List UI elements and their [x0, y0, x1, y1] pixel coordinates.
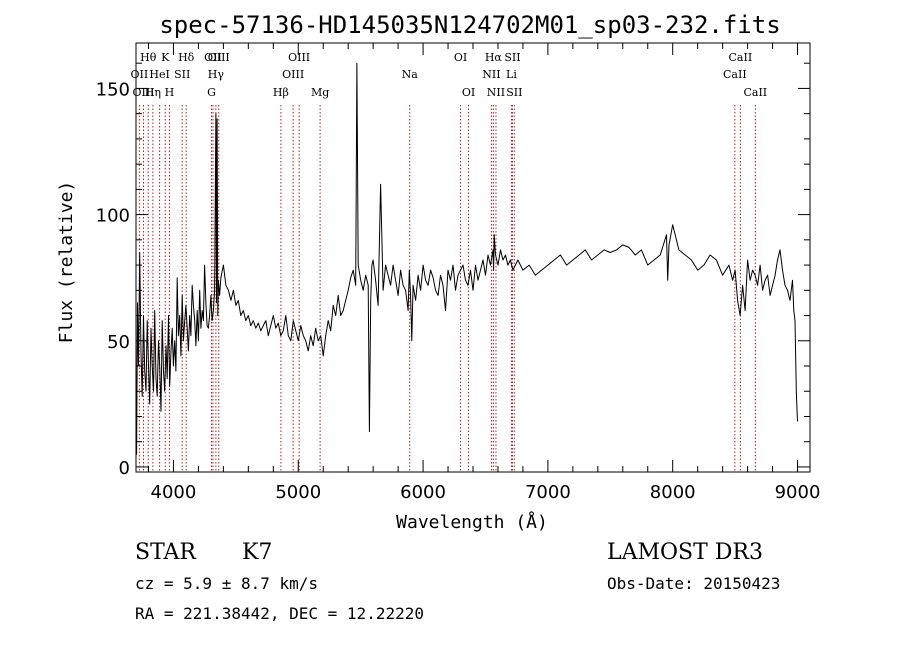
- survey-name: LAMOST DR3: [607, 540, 763, 565]
- y-tick-label: 150: [96, 79, 130, 100]
- x-tick-label: 4000: [151, 482, 197, 503]
- line-marker-label: OIII: [132, 86, 154, 99]
- object-subclass: K7: [242, 540, 273, 565]
- line-marker-label: Hα: [485, 51, 503, 64]
- line-marker-label: SII: [174, 68, 190, 81]
- observation-date: Obs-Date: 20150423: [607, 574, 781, 593]
- line-marker-label: Hη: [145, 86, 161, 99]
- y-tick-label: 50: [107, 332, 130, 353]
- x-tick-label: 6000: [400, 482, 446, 503]
- line-marker-label: CaII: [729, 51, 753, 64]
- object-class: STAR: [135, 540, 196, 565]
- line-marker-label: SII: [506, 86, 522, 99]
- line-marker-label: Na: [402, 68, 419, 81]
- axes: 4000 5000 6000 7000 8000 9000 0 50 100 150: [96, 42, 821, 503]
- line-marker-label: OII: [204, 51, 222, 64]
- line-marker-label: Li: [506, 68, 517, 81]
- y-tick-label: 0: [119, 458, 130, 479]
- line-marker-label: SII: [504, 51, 520, 64]
- x-tick-label: 9000: [775, 482, 821, 503]
- line-marker-label: Hβ: [273, 86, 289, 99]
- line-marker-label: NII: [482, 68, 500, 81]
- line-marker-label: OII: [131, 68, 149, 81]
- x-tick-label: 5000: [275, 482, 321, 503]
- line-marker-label: OI: [454, 51, 467, 64]
- line-marker-label: Hδ: [178, 51, 195, 64]
- line-marker-label: OIII: [208, 51, 230, 64]
- spectrum-series: [135, 62, 798, 455]
- line-marker-label: OIII: [288, 51, 310, 64]
- redshift-cz: cz = 5.9 ± 8.7 km/s: [135, 574, 319, 593]
- chart-title: spec-57136-HD145035N124702M01_sp03-232.f…: [159, 11, 780, 39]
- x-tick-label: 7000: [525, 482, 571, 503]
- line-marker-label: Hθ: [140, 51, 157, 64]
- coordinates: RA = 221.38442, DEC = 12.22220: [135, 604, 424, 623]
- line-marker-label: G: [207, 86, 216, 99]
- line-marker-label: OI: [462, 86, 475, 99]
- line-marker-label: CaII: [723, 68, 747, 81]
- x-axis-label: Wavelength (Å): [396, 511, 548, 533]
- y-axis-label: Flux (relative): [56, 181, 77, 344]
- line-marker-label: CaII: [743, 86, 767, 99]
- line-marker-label: HeI: [149, 68, 169, 81]
- line-marker-label: Hγ: [208, 68, 225, 81]
- line-marker-label: NII: [487, 86, 505, 99]
- line-marker-label: Mg: [311, 86, 329, 99]
- line-marker-label: K: [161, 51, 170, 64]
- line-marker-label: H: [165, 86, 175, 99]
- x-tick-label: 8000: [650, 482, 696, 503]
- y-tick-label: 100: [96, 206, 130, 227]
- spectrum-line: [135, 62, 798, 455]
- line-markers: HθOIIOIIIHηHeIKHSIIHδGOIIHγOIIIHβOIIIOII…: [131, 51, 767, 472]
- line-marker-label: OIII: [282, 68, 304, 81]
